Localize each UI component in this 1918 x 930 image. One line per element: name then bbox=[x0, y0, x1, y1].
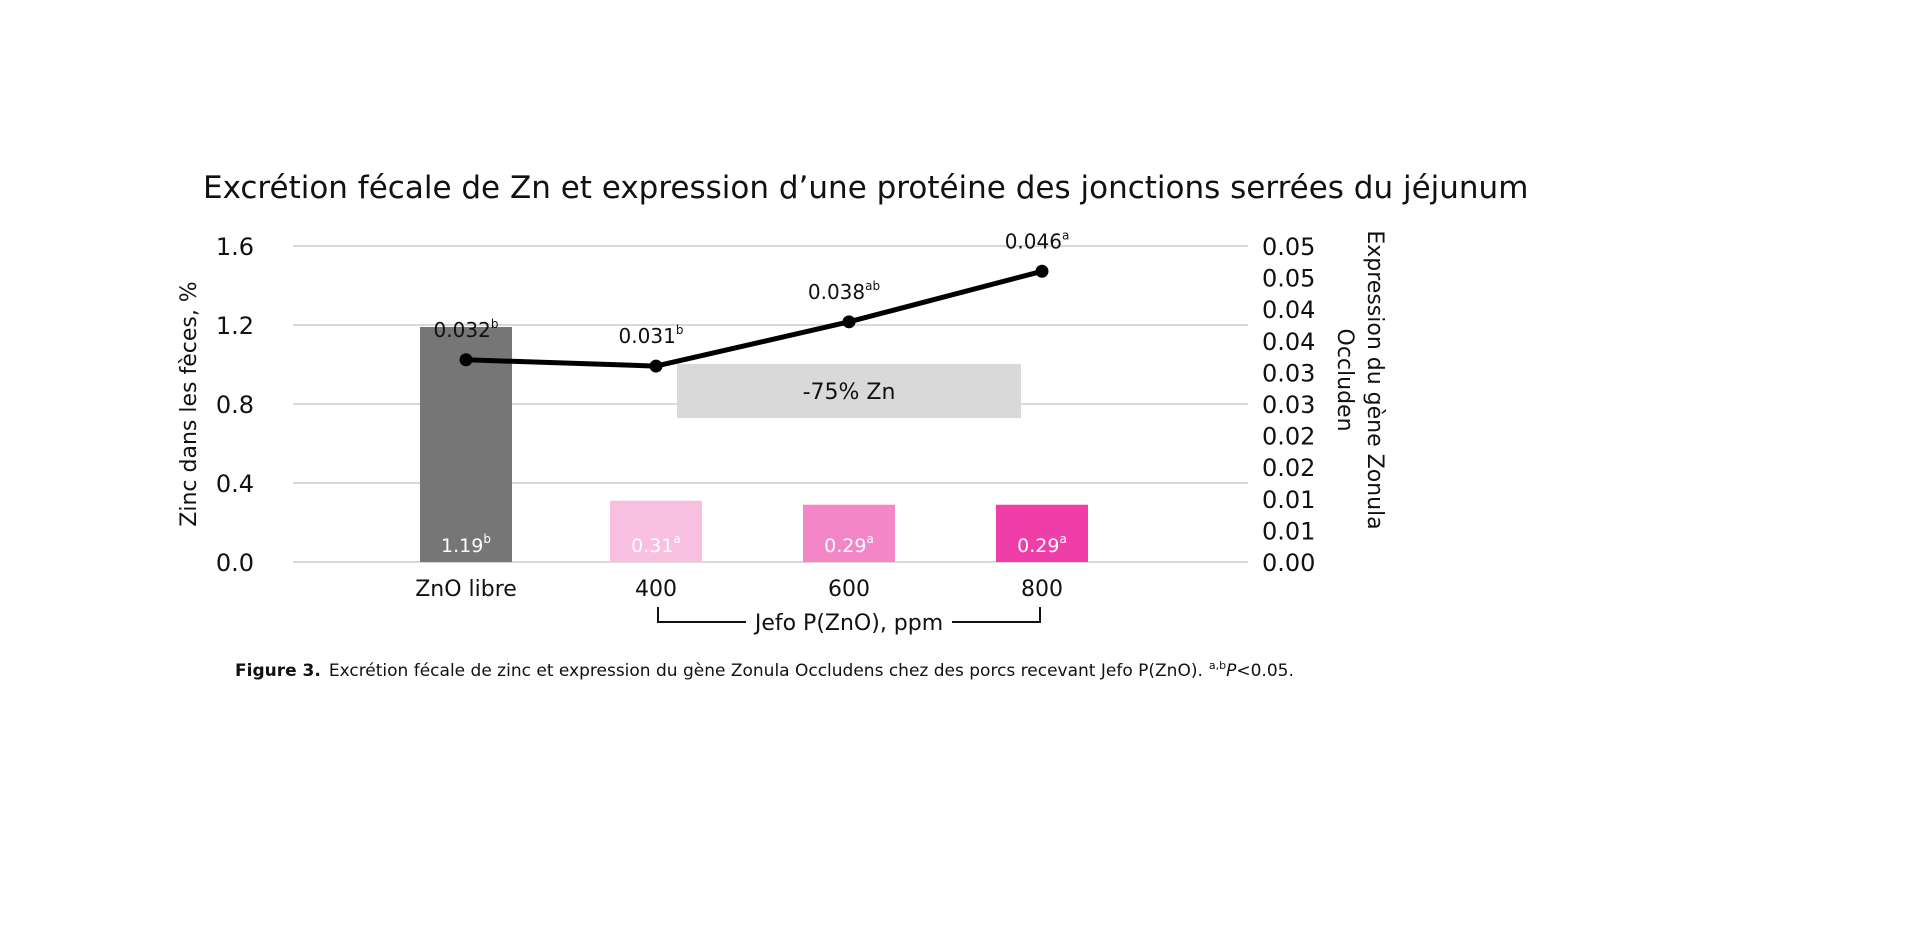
bar-data-label: 0.29a bbox=[1017, 532, 1067, 557]
right-axis-label-line1: Expression du gène Zonula bbox=[1362, 230, 1387, 529]
right-tick-label: 0.03 bbox=[1262, 359, 1315, 387]
line-point bbox=[842, 315, 856, 329]
right-tick-label: 0.05 bbox=[1262, 265, 1315, 293]
x-tick-label: ZnO libre bbox=[415, 577, 517, 602]
x-tick-label: 400 bbox=[635, 577, 677, 602]
right-tick-label: 0.03 bbox=[1262, 391, 1315, 419]
group-bracket bbox=[657, 607, 1041, 623]
annotation-text: -75% Zn bbox=[803, 380, 896, 405]
x-tick-labels: ZnO libre 400 600 800 bbox=[415, 577, 1063, 602]
line-data-label: 0.031b bbox=[619, 323, 684, 348]
line-series: 0.032b 0.031b 0.038ab 0.046a bbox=[434, 228, 1070, 373]
left-tick-label: 0.0 bbox=[216, 549, 254, 577]
bar bbox=[996, 504, 1088, 562]
line-path bbox=[465, 268, 1043, 369]
right-axis-ticks: 0.00 0.01 0.01 0.02 0.02 0.03 0.03 0.04 0.04 0.05… bbox=[1262, 233, 1315, 577]
right-tick-label: 0.02 bbox=[1262, 454, 1315, 482]
line-data-label: 0.032b bbox=[434, 317, 499, 342]
left-axis-label: Zinc dans les fèces, % bbox=[177, 281, 202, 526]
right-tick-label: 0.04 bbox=[1262, 328, 1315, 356]
right-tick-label: 0.01 bbox=[1262, 486, 1315, 514]
right-tick-label: 0.04 bbox=[1262, 296, 1315, 324]
line-point bbox=[1035, 264, 1049, 278]
caption-p: P bbox=[1226, 661, 1237, 681]
caption-rest: <0.05. bbox=[1236, 661, 1294, 681]
chart-title: Excrétion fécale de Zn et expression d’u… bbox=[203, 170, 1528, 206]
right-tick-label: 0.00 bbox=[1262, 549, 1315, 577]
right-tick-label: 0.01 bbox=[1262, 517, 1315, 545]
x-tick-label: 800 bbox=[1021, 577, 1063, 602]
bar-data-label: 1.19b bbox=[441, 532, 491, 557]
x-group-label: Jefo P(ZnO), ppm bbox=[753, 611, 943, 636]
line-data-label: 0.038ab bbox=[808, 279, 880, 304]
annotation-box bbox=[677, 364, 1021, 418]
left-tick-label: 1.2 bbox=[216, 312, 254, 340]
left-axis-ticks: 0.0 0.4 0.8 1.2 1.6 bbox=[216, 233, 254, 577]
left-tick-label: 0.4 bbox=[216, 470, 254, 498]
bar bbox=[803, 504, 895, 562]
caption-label: Figure 3. bbox=[235, 661, 321, 681]
bar-data-label: 0.29a bbox=[824, 532, 874, 557]
caption: Figure 3. Excrétion fécale de zinc et exp… bbox=[235, 659, 1294, 681]
x-tick-label: 600 bbox=[828, 577, 870, 602]
line-point bbox=[459, 353, 473, 367]
right-axis-label-line2: Occluden bbox=[1332, 328, 1357, 431]
right-tick-label: 0.02 bbox=[1262, 423, 1315, 451]
line-data-label: 0.046a bbox=[1005, 228, 1070, 253]
caption-sup: a,b bbox=[1209, 659, 1226, 672]
line-point bbox=[649, 359, 663, 373]
right-tick-label: 0.05 bbox=[1262, 233, 1315, 261]
caption-text: Excrétion fécale de zinc et expression d… bbox=[329, 661, 1203, 681]
left-tick-label: 1.6 bbox=[216, 233, 254, 261]
bar bbox=[610, 500, 702, 562]
left-tick-label: 0.8 bbox=[216, 391, 254, 419]
bar-data-label: 0.31a bbox=[631, 532, 681, 557]
bars: 1.19b 0.31a 0.29a 0.29a bbox=[420, 326, 1088, 562]
